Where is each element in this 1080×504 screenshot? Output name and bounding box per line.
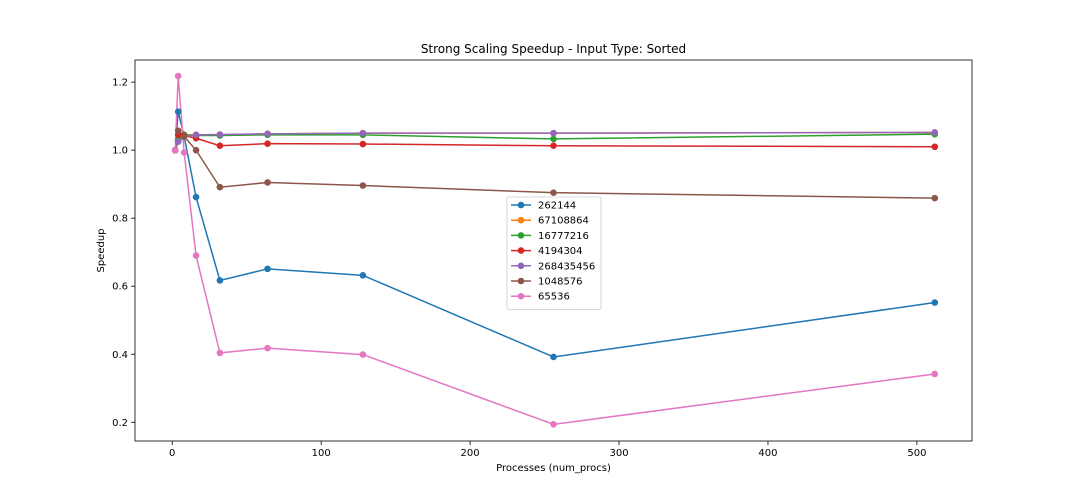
data-point-268435456 xyxy=(174,138,182,145)
data-point-4194304 xyxy=(359,140,367,148)
data-point-65536 xyxy=(171,146,179,154)
legend-label: 16777216 xyxy=(538,231,589,242)
y-axis-label: Speedup xyxy=(96,228,107,272)
legend: 262144 67108864 16777216 4194304 268435456 10… xyxy=(506,196,602,310)
y-tick-label: 0.6 xyxy=(112,282,128,293)
legend-label: 1048576 xyxy=(538,277,583,288)
data-point-65536 xyxy=(931,370,939,378)
data-point-1048576 xyxy=(931,194,939,202)
data-point-1048576 xyxy=(550,189,557,196)
legend-marker xyxy=(517,247,525,254)
data-point-65536 xyxy=(550,421,557,428)
data-point-268435456 xyxy=(216,131,224,138)
data-point-65536 xyxy=(174,72,182,80)
x-tick-label: 100 xyxy=(312,448,331,459)
legend-marker xyxy=(517,262,525,270)
legend-label: 4194304 xyxy=(538,246,583,257)
x-tick-label: 300 xyxy=(609,448,628,459)
y-tick-label: 1.0 xyxy=(112,146,128,157)
data-point-1048576 xyxy=(216,183,224,191)
legend-marker xyxy=(517,201,525,209)
y-tick-label: 1.2 xyxy=(112,78,128,89)
legend-marker xyxy=(517,216,525,224)
data-point-268435456 xyxy=(264,130,271,138)
x-tick-label: 200 xyxy=(461,448,480,459)
data-point-65536 xyxy=(192,252,200,259)
data-point-65536 xyxy=(216,349,224,357)
data-point-4194304 xyxy=(550,142,557,150)
legend-label: 268435456 xyxy=(538,261,595,272)
legend-label: 67108864 xyxy=(538,216,589,227)
data-point-268435456 xyxy=(359,129,367,137)
series-points xyxy=(171,72,939,428)
data-point-262144 xyxy=(264,265,271,273)
data-point-262144 xyxy=(216,277,224,284)
plot-frame xyxy=(134,59,973,442)
x-tick-label: 400 xyxy=(758,448,777,459)
legend-label: 262144 xyxy=(538,201,576,212)
data-point-262144 xyxy=(359,272,367,279)
legend-marker xyxy=(517,232,525,239)
chart-title: Strong Scaling Speedup - Input Type: Sor… xyxy=(421,42,686,56)
y-tick-label: 0.4 xyxy=(112,350,128,361)
data-point-4194304 xyxy=(264,140,271,147)
legend-label: 65536 xyxy=(538,292,570,303)
legend-marker xyxy=(517,277,525,285)
data-point-262144 xyxy=(192,193,200,201)
data-point-1048576 xyxy=(174,127,182,135)
data-point-262144 xyxy=(174,108,182,116)
y-tick-label: 0.8 xyxy=(112,214,128,225)
data-point-268435456 xyxy=(550,129,557,137)
data-point-16777216 xyxy=(550,135,557,143)
x-axis-label: Processes (num_procs) xyxy=(496,463,611,474)
data-point-65536 xyxy=(180,149,188,156)
y-axis: 0.2 0.4 0.6 0.8 1.0 1.2 xyxy=(112,78,135,429)
x-tick-label: 0 xyxy=(169,448,175,459)
data-point-65536 xyxy=(264,344,271,352)
x-tick-label: 500 xyxy=(907,448,926,459)
x-axis: 0 100 200 300 400 500 xyxy=(169,441,926,459)
data-point-1048576 xyxy=(264,179,271,186)
data-point-1048576 xyxy=(180,133,188,140)
data-point-268435456 xyxy=(192,131,200,139)
data-point-1048576 xyxy=(359,182,367,189)
y-tick-label: 0.2 xyxy=(112,418,128,429)
data-point-262144 xyxy=(931,299,939,306)
data-point-65536 xyxy=(359,351,367,358)
data-point-4194304 xyxy=(216,142,224,150)
data-point-268435456 xyxy=(931,129,939,136)
data-point-262144 xyxy=(550,353,557,361)
legend-marker xyxy=(517,292,525,300)
data-point-1048576 xyxy=(192,146,200,154)
data-point-4194304 xyxy=(931,143,939,151)
